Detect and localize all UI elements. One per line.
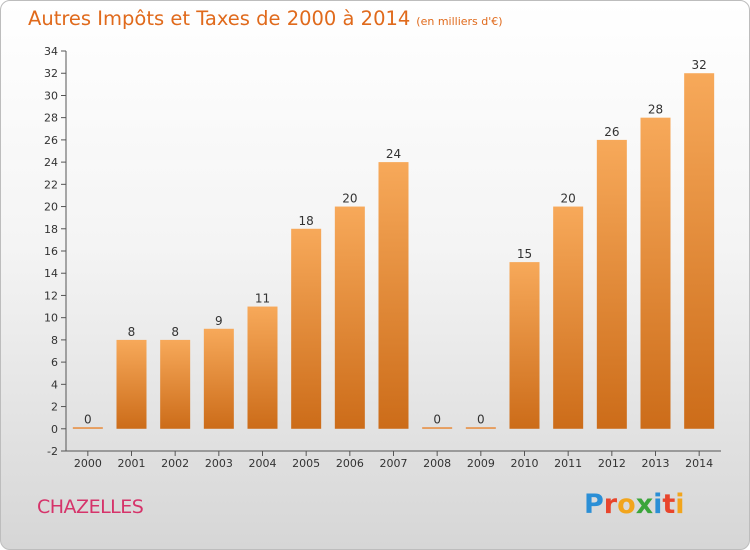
y-tick-label: 12 (44, 289, 58, 302)
y-tick-label: 32 (44, 67, 58, 80)
logo-letter: x (635, 489, 654, 520)
data-label: 8 (128, 325, 136, 339)
data-label: 0 (84, 412, 92, 426)
y-tick-label: 4 (51, 378, 58, 391)
bar (334, 206, 365, 429)
x-tick-label: 2003 (205, 457, 233, 470)
logo-letter: o (617, 489, 636, 520)
chart-subtitle: (en milliers d'€) (416, 15, 503, 28)
bar (684, 73, 715, 429)
bar (422, 427, 453, 429)
logo-letter: i (675, 489, 685, 520)
x-tick-label: 2011 (554, 457, 582, 470)
bar (72, 427, 103, 429)
bar (203, 328, 234, 429)
data-label: 15 (517, 247, 532, 261)
data-label: 24 (386, 147, 401, 161)
bar (291, 228, 322, 429)
proxiti-logo: Proxiti (584, 489, 685, 520)
bar (509, 262, 540, 429)
bar (640, 117, 671, 429)
y-tick-label: 8 (51, 334, 58, 347)
y-tick-label: 14 (44, 267, 58, 280)
y-tick-label: 16 (44, 245, 58, 258)
y-tick-label: 0 (51, 423, 58, 436)
logo-letter: t (662, 489, 676, 520)
x-tick-label: 2000 (74, 457, 102, 470)
x-tick-label: 2006 (336, 457, 364, 470)
data-label: 28 (648, 103, 663, 117)
bar (116, 339, 147, 429)
data-label: 0 (433, 412, 441, 426)
y-tick-label: 28 (44, 112, 58, 125)
data-label: 20 (561, 192, 576, 206)
bar (160, 339, 191, 429)
chart-title-text: Autres Impôts et Taxes de 2000 à 2014 (28, 7, 411, 30)
data-label: 8 (171, 325, 179, 339)
x-tick-label: 2012 (598, 457, 626, 470)
data-label: 20 (342, 192, 357, 206)
logo-letter: i (653, 489, 663, 520)
logo-letter: P (584, 489, 604, 520)
data-label: 11 (255, 292, 270, 306)
bar (596, 139, 627, 429)
x-tick-label: 2013 (642, 457, 670, 470)
x-tick-label: 2010 (511, 457, 539, 470)
bar (247, 306, 278, 429)
y-tick-label: 20 (44, 201, 58, 214)
data-label: 0 (477, 412, 485, 426)
x-tick-label: 2001 (118, 457, 146, 470)
y-tick-label: 22 (44, 178, 58, 191)
data-label: 26 (604, 125, 619, 139)
commune-name: CHAZELLES (37, 496, 144, 518)
x-tick-label: 2009 (467, 457, 495, 470)
chart-title: Autres Impôts et Taxes de 2000 à 2014 (en… (28, 7, 503, 30)
x-tick-label: 2007 (380, 457, 408, 470)
x-tick-label: 2005 (292, 457, 320, 470)
y-tick-label: 30 (44, 89, 58, 102)
bar (553, 206, 584, 429)
bar (378, 162, 409, 429)
y-tick-label: 6 (51, 356, 58, 369)
y-tick-label: 18 (44, 223, 58, 236)
x-tick-label: 2014 (685, 457, 713, 470)
y-tick-label: 34 (44, 45, 58, 58)
y-tick-label: 24 (44, 156, 58, 169)
bar (465, 427, 496, 429)
logo-letter: r (603, 489, 618, 520)
y-tick-label: 10 (44, 312, 58, 325)
y-tick-label: 2 (51, 401, 58, 414)
x-tick-label: 2008 (423, 457, 451, 470)
data-label: 18 (299, 214, 314, 228)
y-tick-label: -2 (47, 445, 58, 458)
data-label: 9 (215, 314, 223, 328)
y-tick-label: 26 (44, 134, 58, 147)
data-label: 32 (692, 58, 707, 72)
x-tick-label: 2004 (249, 457, 277, 470)
x-tick-label: 2002 (161, 457, 189, 470)
